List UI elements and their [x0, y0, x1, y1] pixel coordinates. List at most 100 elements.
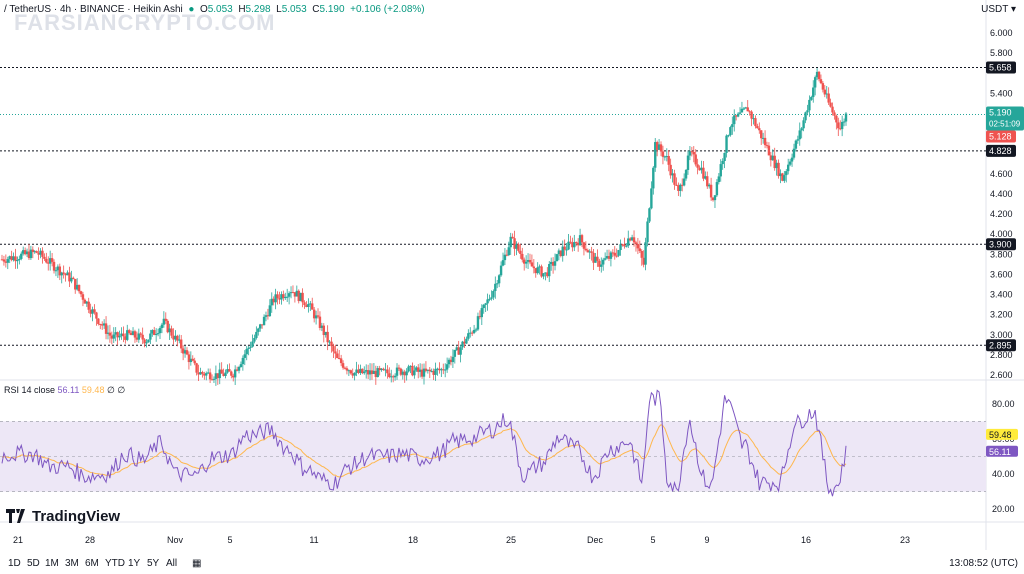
candle-body — [411, 365, 414, 376]
rsi-line — [1, 389, 847, 497]
candle-body — [255, 331, 258, 338]
candle-body — [630, 237, 634, 241]
candle-body — [648, 208, 651, 222]
price-tick-label: 4.400 — [990, 189, 1013, 199]
candle-body — [467, 333, 470, 339]
time-tick-label: 28 — [85, 535, 95, 545]
candle-body — [424, 368, 428, 371]
candle-body — [523, 259, 526, 264]
candle-body — [112, 334, 115, 339]
rsi-ma-line — [1, 424, 847, 478]
timeframe-1m[interactable]: 1M — [45, 558, 59, 569]
candle-body — [681, 184, 684, 186]
candle-body — [295, 290, 299, 297]
candle-body — [328, 341, 331, 343]
candle-body — [276, 294, 279, 299]
timeframe-3m[interactable]: 3M — [65, 558, 79, 569]
candle-body — [129, 332, 133, 336]
candle-body — [139, 333, 142, 335]
candle-body — [120, 333, 123, 336]
candle-body — [37, 252, 40, 255]
candle-body — [170, 328, 173, 336]
candle-body — [627, 238, 630, 246]
candle-body — [628, 238, 632, 241]
level-tag-bg — [986, 144, 1016, 157]
candle-body — [291, 292, 295, 294]
candle-body — [792, 148, 796, 158]
candle-body — [301, 292, 304, 303]
candle-body — [817, 71, 821, 80]
timeframe-ytd[interactable]: YTD — [105, 558, 125, 569]
timeframe-1y[interactable]: 1Y — [128, 558, 141, 569]
candle-body — [162, 318, 166, 325]
candle-body — [727, 135, 730, 137]
candle-body — [99, 323, 102, 325]
candle-body — [453, 349, 457, 357]
candle-body — [542, 273, 545, 277]
time-tick-label: Nov — [167, 535, 184, 545]
candle-body — [247, 347, 250, 349]
candle-body — [160, 324, 164, 329]
currency-selector[interactable]: USDT ▾ — [981, 4, 1016, 15]
price-tick-label: 3.400 — [990, 290, 1013, 300]
candle-body — [64, 273, 67, 276]
price-tick-label: 2.600 — [990, 370, 1013, 380]
candle-body — [18, 258, 21, 261]
candle-body — [322, 325, 325, 336]
candle-body — [102, 323, 106, 326]
timeframe-all[interactable]: All — [166, 558, 178, 569]
candle-body — [709, 184, 713, 198]
candle-body — [675, 184, 678, 186]
candle-body — [374, 370, 378, 378]
clock[interactable]: 13:08:52 (UTC) — [949, 558, 1018, 569]
candle-body — [318, 316, 322, 328]
candle-body — [810, 97, 813, 100]
low-value: 5.053 — [281, 4, 307, 15]
candle-body — [742, 108, 746, 110]
timeframe-6m[interactable]: 6M — [85, 558, 99, 569]
candle-body — [696, 164, 699, 168]
candle-body — [605, 256, 609, 259]
candle-body — [632, 237, 636, 243]
calendar-icon[interactable]: ▦ — [192, 558, 202, 569]
price-tick-label: 4.600 — [990, 169, 1013, 179]
candle-body — [357, 369, 360, 373]
candle-body — [259, 324, 262, 329]
candle-body — [590, 251, 593, 253]
candle-body — [31, 249, 35, 253]
candle-body — [584, 248, 588, 251]
candle-body — [168, 328, 171, 333]
candle-body — [819, 79, 823, 84]
candle-body — [463, 341, 466, 344]
candle-body — [494, 283, 497, 292]
candle-body — [769, 155, 773, 161]
candle-body — [837, 122, 840, 129]
candle-body — [623, 244, 626, 247]
candle-body — [575, 242, 578, 244]
candle-body — [266, 315, 270, 317]
candle-body — [97, 318, 100, 324]
timeframe-5y[interactable]: 5Y — [147, 558, 160, 569]
candle-body — [212, 378, 216, 380]
candle-body — [174, 335, 177, 340]
candle-body — [280, 294, 283, 300]
candle-body — [548, 264, 551, 277]
candle-body — [752, 118, 755, 120]
candle-body — [391, 376, 395, 378]
candle-body — [154, 334, 158, 336]
timeframe-5d[interactable]: 5D — [27, 558, 40, 569]
candle-body — [41, 250, 44, 257]
candle-body — [133, 331, 137, 338]
candle-body — [39, 250, 42, 255]
candle-body — [465, 338, 468, 344]
candle-body — [447, 359, 451, 365]
candle-body — [573, 242, 576, 248]
candle-body — [538, 266, 541, 268]
timeframe-1d[interactable]: 1D — [8, 558, 21, 569]
candle-body — [122, 333, 125, 337]
candle-body — [23, 250, 27, 255]
candle-body — [499, 265, 503, 276]
candle-body — [309, 303, 312, 305]
candle-body — [297, 290, 300, 302]
